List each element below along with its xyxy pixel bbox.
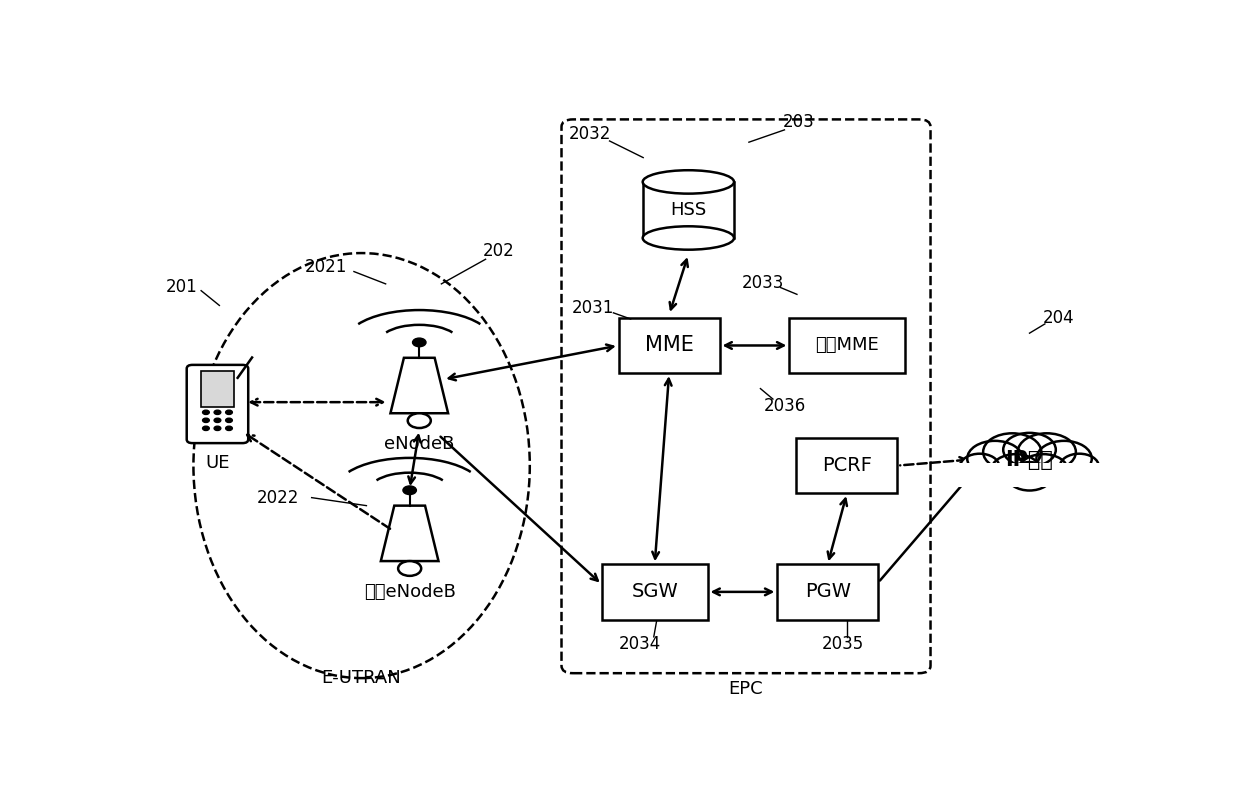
Text: 202: 202 — [484, 242, 515, 260]
Circle shape — [983, 434, 1042, 470]
FancyBboxPatch shape — [789, 318, 904, 373]
Circle shape — [202, 418, 210, 422]
Circle shape — [202, 410, 210, 414]
Text: 其它MME: 其它MME — [815, 337, 879, 354]
Text: HSS: HSS — [671, 201, 707, 219]
Text: 203: 203 — [782, 113, 815, 131]
FancyBboxPatch shape — [201, 371, 234, 407]
Circle shape — [215, 418, 221, 422]
Circle shape — [1037, 441, 1091, 476]
Circle shape — [226, 410, 232, 414]
Text: PCRF: PCRF — [822, 456, 872, 475]
Text: 2022: 2022 — [257, 489, 299, 506]
Text: SGW: SGW — [631, 582, 678, 602]
Text: 201: 201 — [166, 278, 198, 296]
Text: 其它eNodeB: 其它eNodeB — [363, 583, 455, 601]
Text: MME: MME — [645, 335, 693, 355]
FancyBboxPatch shape — [796, 438, 898, 494]
Text: E-UTRAN: E-UTRAN — [321, 669, 402, 687]
Circle shape — [413, 338, 427, 346]
Polygon shape — [391, 358, 448, 414]
Circle shape — [1003, 433, 1055, 466]
Text: 2034: 2034 — [619, 635, 661, 654]
Text: UE: UE — [205, 454, 229, 471]
Circle shape — [226, 418, 232, 422]
FancyBboxPatch shape — [619, 318, 719, 373]
Text: 2036: 2036 — [764, 397, 806, 415]
Text: 2031: 2031 — [572, 299, 614, 317]
Circle shape — [1060, 454, 1099, 478]
Text: IP业务: IP业务 — [1006, 450, 1054, 470]
Ellipse shape — [642, 170, 734, 194]
FancyBboxPatch shape — [187, 365, 248, 443]
Circle shape — [408, 414, 430, 428]
FancyBboxPatch shape — [642, 182, 734, 238]
FancyBboxPatch shape — [777, 564, 878, 619]
Text: EPC: EPC — [729, 679, 764, 698]
Circle shape — [992, 454, 1040, 485]
FancyBboxPatch shape — [601, 564, 708, 619]
Text: 2033: 2033 — [742, 274, 785, 292]
Text: 2035: 2035 — [822, 635, 864, 654]
Circle shape — [215, 426, 221, 430]
Circle shape — [1007, 462, 1052, 490]
Circle shape — [215, 410, 221, 414]
Circle shape — [226, 426, 232, 430]
Polygon shape — [381, 506, 439, 561]
Text: PGW: PGW — [805, 582, 851, 602]
Circle shape — [403, 486, 417, 494]
Circle shape — [1018, 434, 1076, 470]
Circle shape — [1019, 454, 1068, 485]
Circle shape — [202, 426, 210, 430]
Circle shape — [398, 561, 422, 576]
Circle shape — [967, 441, 1023, 476]
Text: eNodeB: eNodeB — [384, 435, 455, 453]
Text: 2021: 2021 — [305, 258, 347, 276]
Ellipse shape — [642, 226, 734, 250]
Circle shape — [960, 454, 999, 478]
Text: 204: 204 — [1043, 309, 1074, 326]
FancyBboxPatch shape — [954, 463, 1106, 487]
Text: 2032: 2032 — [569, 125, 611, 143]
